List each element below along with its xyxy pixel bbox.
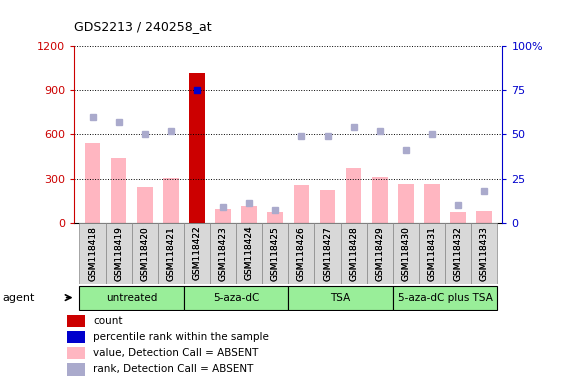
Text: GSM118431: GSM118431: [428, 226, 436, 281]
Text: GSM118427: GSM118427: [323, 226, 332, 281]
Text: GSM118431: GSM118431: [428, 226, 436, 281]
Text: 5-aza-dC: 5-aza-dC: [213, 293, 259, 303]
Text: GSM118423: GSM118423: [219, 226, 228, 281]
Bar: [288, 223, 315, 284]
Text: TSA: TSA: [331, 293, 351, 303]
Bar: [132, 223, 158, 284]
Bar: [236, 223, 262, 284]
Bar: [67, 363, 85, 376]
Bar: [398, 184, 414, 223]
Bar: [267, 212, 283, 223]
Bar: [79, 286, 184, 310]
Bar: [315, 223, 340, 284]
Bar: [184, 286, 288, 310]
Bar: [451, 212, 466, 223]
Text: GSM118432: GSM118432: [453, 226, 463, 281]
Bar: [67, 347, 85, 359]
Text: GSM118428: GSM118428: [349, 226, 358, 281]
Bar: [372, 177, 388, 223]
Text: agent: agent: [3, 293, 35, 303]
Text: GSM118420: GSM118420: [140, 226, 149, 281]
Text: GSM118433: GSM118433: [480, 226, 489, 281]
Bar: [445, 223, 471, 284]
Bar: [242, 206, 257, 223]
Text: GSM118429: GSM118429: [375, 226, 384, 281]
Text: GSM118427: GSM118427: [323, 226, 332, 281]
Bar: [424, 184, 440, 223]
Text: GSM118419: GSM118419: [114, 226, 123, 281]
Text: GSM118418: GSM118418: [88, 226, 97, 281]
Text: GSM118424: GSM118424: [245, 226, 254, 280]
Bar: [340, 223, 367, 284]
Bar: [189, 73, 205, 223]
Bar: [419, 223, 445, 284]
Text: GSM118421: GSM118421: [166, 226, 175, 281]
Bar: [288, 286, 393, 310]
Text: GSM118430: GSM118430: [401, 226, 411, 281]
Text: GSM118432: GSM118432: [453, 226, 463, 281]
Bar: [262, 223, 288, 284]
Text: value, Detection Call = ABSENT: value, Detection Call = ABSENT: [93, 348, 259, 358]
Text: GSM118418: GSM118418: [88, 226, 97, 281]
Text: 5-aza-dC plus TSA: 5-aza-dC plus TSA: [397, 293, 492, 303]
Bar: [471, 223, 497, 284]
Bar: [158, 223, 184, 284]
Text: GSM118430: GSM118430: [401, 226, 411, 281]
Bar: [393, 223, 419, 284]
Bar: [163, 178, 179, 223]
Text: GSM118424: GSM118424: [245, 226, 254, 280]
Text: GSM118425: GSM118425: [271, 226, 280, 281]
Bar: [367, 223, 393, 284]
Text: GSM118419: GSM118419: [114, 226, 123, 281]
Bar: [111, 158, 126, 223]
Text: untreated: untreated: [106, 293, 158, 303]
Text: count: count: [93, 316, 123, 326]
Text: percentile rank within the sample: percentile rank within the sample: [93, 332, 269, 342]
Bar: [320, 190, 335, 223]
Text: GSM118426: GSM118426: [297, 226, 306, 281]
Bar: [79, 223, 106, 284]
Text: GSM118422: GSM118422: [192, 226, 202, 280]
Text: GDS2213 / 240258_at: GDS2213 / 240258_at: [74, 20, 212, 33]
Bar: [85, 143, 100, 223]
Bar: [346, 168, 361, 223]
Text: GSM118426: GSM118426: [297, 226, 306, 281]
Bar: [67, 331, 85, 343]
Bar: [393, 286, 497, 310]
Text: GSM118428: GSM118428: [349, 226, 358, 281]
Bar: [210, 223, 236, 284]
Text: rank, Detection Call = ABSENT: rank, Detection Call = ABSENT: [93, 364, 254, 374]
Bar: [215, 210, 231, 223]
Bar: [184, 223, 210, 284]
Text: GSM118420: GSM118420: [140, 226, 149, 281]
Text: GSM118421: GSM118421: [166, 226, 175, 281]
Bar: [137, 187, 152, 223]
Bar: [67, 315, 85, 327]
Bar: [293, 185, 309, 223]
Bar: [476, 211, 492, 223]
Text: GSM118425: GSM118425: [271, 226, 280, 281]
Bar: [106, 223, 132, 284]
Text: GSM118433: GSM118433: [480, 226, 489, 281]
Text: GSM118429: GSM118429: [375, 226, 384, 281]
Text: GSM118422: GSM118422: [192, 226, 202, 280]
Text: GSM118423: GSM118423: [219, 226, 228, 281]
